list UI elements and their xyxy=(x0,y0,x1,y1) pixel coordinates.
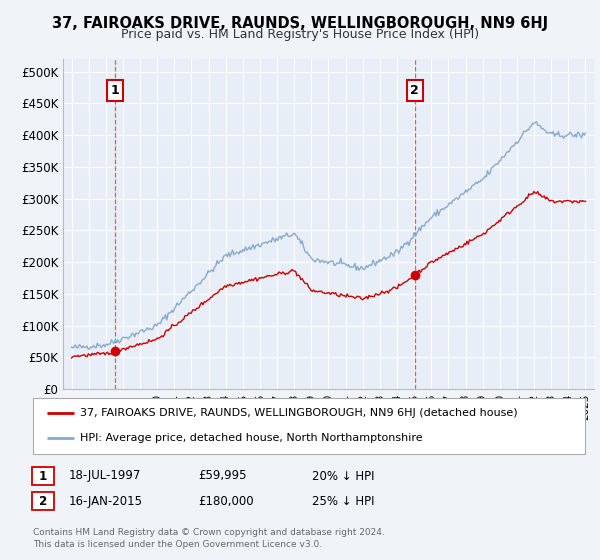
Text: 1: 1 xyxy=(35,469,51,483)
Text: 2: 2 xyxy=(410,84,419,97)
Text: Contains HM Land Registry data © Crown copyright and database right 2024.
This d: Contains HM Land Registry data © Crown c… xyxy=(33,528,385,549)
Text: HPI: Average price, detached house, North Northamptonshire: HPI: Average price, detached house, Nort… xyxy=(80,433,422,443)
Text: 18-JUL-1997: 18-JUL-1997 xyxy=(69,469,142,483)
Text: 2: 2 xyxy=(35,494,51,508)
Text: 25% ↓ HPI: 25% ↓ HPI xyxy=(312,494,374,508)
Text: 16-JAN-2015: 16-JAN-2015 xyxy=(69,494,143,508)
Text: £59,995: £59,995 xyxy=(198,469,247,483)
Text: 20% ↓ HPI: 20% ↓ HPI xyxy=(312,469,374,483)
Text: 37, FAIROAKS DRIVE, RAUNDS, WELLINGBOROUGH, NN9 6HJ: 37, FAIROAKS DRIVE, RAUNDS, WELLINGBOROU… xyxy=(52,16,548,31)
Text: 1: 1 xyxy=(110,84,119,97)
Text: 37, FAIROAKS DRIVE, RAUNDS, WELLINGBOROUGH, NN9 6HJ (detached house): 37, FAIROAKS DRIVE, RAUNDS, WELLINGBOROU… xyxy=(80,408,518,418)
Text: Price paid vs. HM Land Registry's House Price Index (HPI): Price paid vs. HM Land Registry's House … xyxy=(121,28,479,41)
Text: £180,000: £180,000 xyxy=(198,494,254,508)
